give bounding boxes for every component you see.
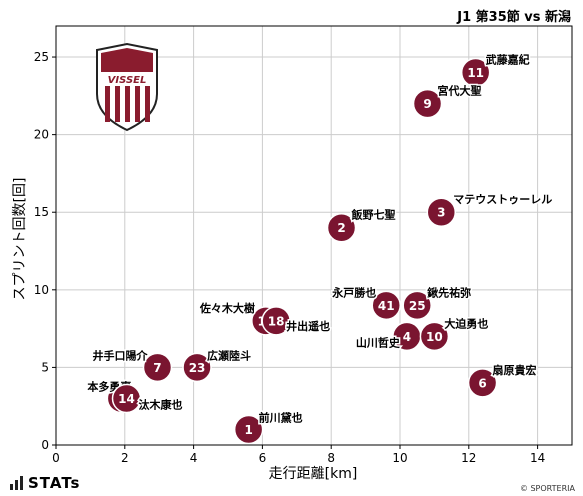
player-name: 広瀬陸斗 <box>207 348 251 362</box>
player-name: 佐々木大樹 <box>199 301 255 315</box>
player-number: 1 <box>244 423 252 437</box>
shield-top <box>101 48 153 72</box>
player-marker <box>233 414 264 445</box>
y-tick-label: 10 <box>34 283 49 297</box>
player-name: 山川哲史 <box>356 335 401 349</box>
player-number: 25 <box>409 299 426 313</box>
shield-stripe <box>105 86 110 122</box>
shield-stripe <box>115 86 120 122</box>
x-tick-label: 2 <box>121 451 129 465</box>
x-tick-label: 12 <box>461 451 476 465</box>
player-marker <box>426 197 457 227</box>
player-marker <box>371 290 401 321</box>
y-tick-label: 5 <box>41 360 49 374</box>
x-tick-label: 6 <box>259 451 267 465</box>
player-name: 大迫勇也 <box>444 316 488 330</box>
player-marker <box>111 383 142 414</box>
player-number: 11 <box>467 66 484 80</box>
shield-icon: VISSEL <box>96 42 158 132</box>
x-axis-label: 走行距離[km] <box>269 465 358 482</box>
player-name: 前川黛也 <box>259 410 303 424</box>
credit: © SPORTERIA <box>519 484 575 493</box>
player-number: 41 <box>378 299 395 313</box>
player-number: 9 <box>423 97 431 111</box>
y-axis-label: スプリント回数[回] <box>12 178 28 301</box>
plot-frame <box>55 25 573 446</box>
shield-band <box>99 73 155 85</box>
x-tick-label: 0 <box>52 451 60 465</box>
shield-text: VISSEL <box>108 75 147 86</box>
player-name: 汰木康也 <box>139 397 183 411</box>
shield-stripe <box>135 86 140 122</box>
player-name: 扇原貴宏 <box>493 363 537 377</box>
player-name: 永戸勝也 <box>331 285 376 299</box>
player-number: 18 <box>268 314 285 328</box>
player-number: 10 <box>426 330 443 344</box>
player-marker <box>467 368 498 398</box>
player-marker <box>142 352 173 383</box>
player-name: 井出遥也 <box>286 319 330 333</box>
stats-bars-icon <box>10 476 23 490</box>
x-tick-label: 8 <box>327 451 335 465</box>
player-name: マテウストゥーレル <box>453 193 552 206</box>
player-number: 23 <box>189 361 206 375</box>
player-name: 飯野七聖 <box>351 208 396 222</box>
player-name: 宮代大聖 <box>438 84 482 98</box>
player-marker <box>460 57 491 88</box>
y-tick-label: 15 <box>34 205 49 219</box>
stats-logo: STATs <box>10 474 80 492</box>
player-number: 14 <box>118 392 135 406</box>
x-tick-label: 4 <box>190 451 198 465</box>
chart-title: J1 第35節 vs 新潟 <box>457 10 571 25</box>
y-tick-label: 25 <box>34 50 49 64</box>
player-marker <box>412 88 443 119</box>
player-number: 6 <box>478 376 486 390</box>
x-tick-label: 14 <box>530 451 545 465</box>
player-name: 鍬先祐弥 <box>427 285 471 299</box>
player-number: 2 <box>337 221 345 235</box>
stats-logo-text: STATs <box>28 474 81 492</box>
shield-stripe <box>145 86 150 122</box>
player-marker <box>261 306 291 336</box>
player-marker <box>326 212 357 243</box>
player-marker <box>182 352 212 383</box>
y-tick-label: 20 <box>34 128 49 142</box>
player-number: 7 <box>153 361 161 375</box>
player-name: 武藤嘉紀 <box>486 53 530 67</box>
player-name: 井手口陽介 <box>92 348 148 362</box>
player-number: 4 <box>403 330 411 344</box>
player-marker <box>402 290 432 321</box>
player-marker <box>419 321 450 352</box>
shield-stripe <box>125 86 130 122</box>
player-number: 3 <box>437 206 445 220</box>
y-tick-label: 0 <box>41 438 49 452</box>
team-logo: VISSEL <box>96 42 158 132</box>
x-tick-label: 10 <box>392 451 407 465</box>
